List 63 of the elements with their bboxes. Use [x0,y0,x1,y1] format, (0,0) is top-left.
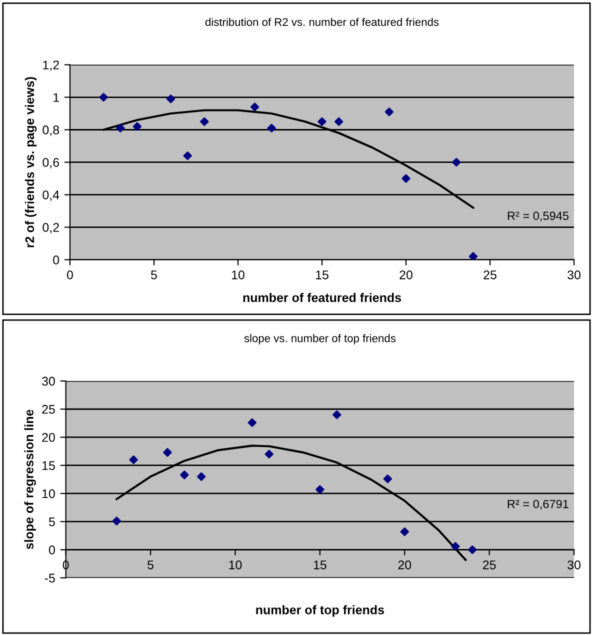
x-tick-label: 15 [314,560,326,570]
y-tick-label: 0,6 [42,158,60,168]
y-tick-label: 15 [42,461,55,470]
point [129,455,138,464]
y-tick-label: 0 [53,256,60,264]
y-tick-label: -5 [44,574,55,582]
chart-title: distribution of R2 vs. number of featured friends [205,18,439,26]
point [112,516,122,526]
y-tick-label: 0,8 [42,126,60,136]
point [267,124,276,132]
point [402,174,410,183]
y-tick-label: 1,2 [43,60,59,71]
y-tick-label: 0,4 [42,190,60,201]
y-tick-label: 30 [42,376,55,386]
point [468,545,477,554]
point [332,410,342,420]
x-tick-label: 15 [316,270,328,280]
annotation: R² = 0,6791 [508,500,568,510]
x-tick-label: 5 [151,270,157,280]
y-axis-title: r2 of (friends vs. page views) [24,77,37,248]
point [383,474,392,484]
point [318,117,326,126]
y-tick-label: 20 [42,433,55,442]
point [452,158,461,167]
x-tick-label: 20 [400,270,412,280]
point [99,92,108,102]
x-tick-label: 5 [148,560,154,570]
x-tick-label: 10 [232,270,244,280]
x-tick-label: 30 [568,270,580,280]
y-tick-label: 0,2 [42,223,59,234]
x-axis-title: number of top friends [256,605,384,617]
point [132,122,142,131]
point [316,485,324,494]
y-tick-label: 10 [42,489,55,498]
point [384,108,394,116]
x-axis-title: number of featured friends [243,292,402,302]
point [400,527,409,536]
point [334,117,344,126]
x-tick-label: 0 [66,270,73,280]
annotation: R² = 0,5945 [508,212,568,222]
y-tick-label: 1 [54,93,59,102]
x-tick-label: 25 [484,270,496,280]
point [183,151,192,160]
y-tick-label: 0 [48,546,55,554]
x-tick-label: 20 [398,560,412,570]
point [451,542,460,551]
point [196,472,206,481]
point [250,102,260,112]
point [163,448,172,457]
point [200,117,209,126]
point [468,252,478,260]
x-tick-label: 30 [568,560,580,570]
y-tick-label: 25 [42,404,55,414]
point [248,418,257,427]
point [264,450,274,458]
y-axis-title: slope of regression line [24,410,36,550]
point [166,94,176,104]
point [116,124,125,132]
x-tick-label: 25 [483,560,496,570]
x-tick-label: 10 [229,560,242,570]
chart-title: slope vs. number of top friends [244,334,396,344]
point [180,470,189,480]
y-tick-label: 5 [48,518,55,526]
